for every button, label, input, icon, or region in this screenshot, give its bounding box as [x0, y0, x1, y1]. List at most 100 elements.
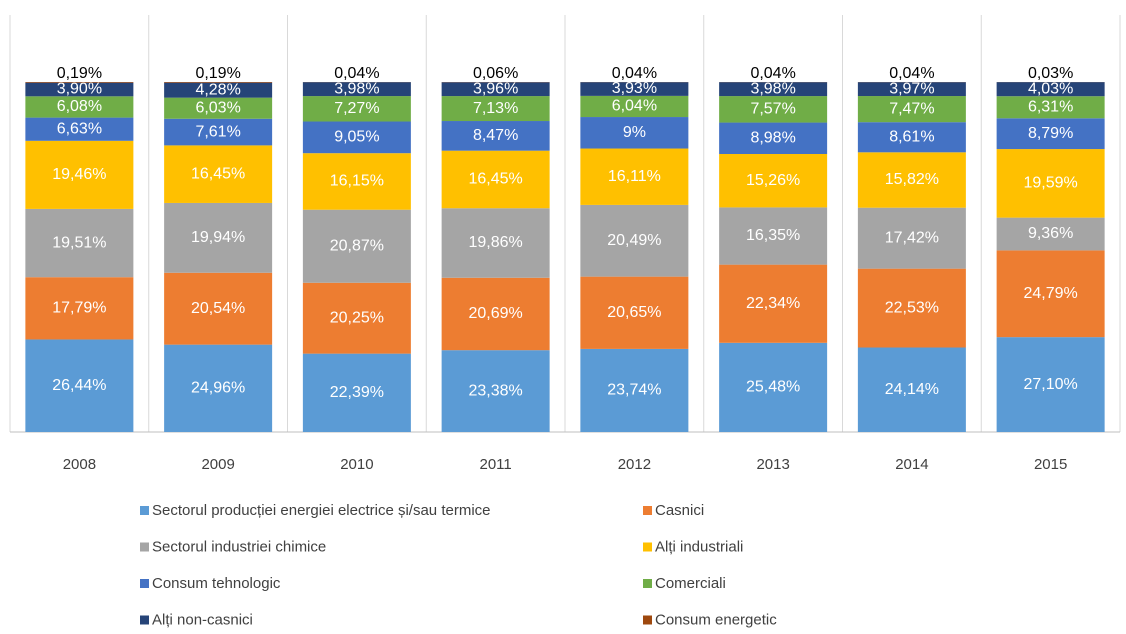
legend-label: Casnici [655, 502, 704, 519]
value-label: 8,79% [1028, 125, 1073, 142]
legend-marker [140, 615, 149, 625]
value-label: 19,94% [191, 229, 245, 246]
legend-label: Comerciali [655, 575, 726, 592]
value-label: 19,86% [468, 234, 522, 251]
value-label: 17,79% [52, 300, 106, 317]
value-label: 16,45% [191, 165, 245, 182]
bar-segment [580, 82, 689, 96]
bar-segment [857, 268, 966, 348]
legend-marker [643, 542, 652, 552]
bar-segment [441, 96, 550, 122]
value-label: 20,87% [330, 237, 384, 254]
value-label: 0,19% [57, 65, 102, 82]
bar-segment [25, 117, 134, 141]
bar-segment [164, 344, 273, 432]
value-label: 24,79% [1023, 285, 1077, 302]
value-label: 3,90% [57, 81, 102, 98]
x-tick-label: 2014 [895, 456, 928, 473]
value-label: 6,08% [57, 98, 102, 115]
value-label: 16,15% [330, 173, 384, 190]
bar-segment [857, 347, 966, 432]
bar-segment [164, 118, 273, 146]
value-label: 20,25% [330, 309, 384, 326]
bar-segment [580, 276, 689, 349]
bar-segment [857, 82, 966, 97]
value-label: 0,06% [473, 65, 518, 82]
value-label: 0,04% [334, 65, 379, 82]
value-label: 7,27% [334, 100, 379, 117]
bar-segment [580, 148, 689, 205]
legend-label: Sectorul producției energiei electrice ș… [152, 502, 491, 519]
legend-label: Consum tehnologic [152, 575, 281, 592]
value-label: 3,93% [612, 80, 657, 97]
bar-segment [25, 339, 134, 432]
bar-segment [302, 96, 411, 122]
bar-segment [719, 122, 828, 154]
bar-segment [719, 342, 828, 432]
x-tick-label: 2015 [1034, 456, 1067, 473]
bar-segment [441, 350, 550, 432]
legend-marker [643, 615, 652, 625]
bar-segment [25, 140, 134, 209]
value-label: 6,63% [57, 120, 102, 137]
legend-marker [643, 579, 652, 588]
legend-marker [643, 506, 652, 515]
legend-label: Alți industriali [655, 538, 743, 555]
bar-segment [302, 209, 411, 283]
bar-segment [719, 207, 828, 265]
value-label: 22,39% [330, 384, 384, 401]
bar-segment [441, 277, 550, 351]
value-label: 0,19% [195, 65, 240, 82]
x-tick-label: 2009 [201, 456, 234, 473]
value-label: 25,48% [746, 379, 800, 396]
value-label: 7,61% [195, 123, 240, 140]
legend-marker [140, 542, 149, 552]
bar-segment [164, 145, 273, 203]
value-label: 23,38% [468, 382, 522, 399]
bar-segment [719, 153, 828, 208]
x-tick-label: 2011 [479, 456, 511, 473]
value-label: 19,51% [52, 234, 106, 251]
bar-segment [580, 95, 689, 118]
bar-segment [164, 82, 273, 98]
bar-segment [302, 153, 411, 210]
x-tick-label: 2010 [340, 456, 373, 473]
value-label: 6,31% [1028, 98, 1073, 115]
x-tick-label: 2008 [63, 456, 96, 473]
legend-marker [140, 579, 149, 588]
value-label: 22,34% [746, 295, 800, 312]
value-label: 3,97% [889, 80, 934, 97]
bar-segment [996, 118, 1105, 150]
value-label: 0,03% [1028, 65, 1073, 82]
value-label: 20,65% [607, 304, 661, 321]
bar-segment [441, 82, 550, 97]
value-label: 8,61% [889, 128, 934, 145]
bar-segment [302, 353, 411, 432]
value-label: 6,04% [612, 98, 657, 115]
value-label: 20,69% [468, 305, 522, 322]
bar-segment [302, 282, 411, 354]
value-label: 19,46% [52, 166, 106, 183]
legend-label: Alți non-casnici [152, 611, 253, 628]
value-label: 9,36% [1028, 225, 1073, 242]
value-label: 7,57% [750, 101, 795, 118]
bar-segment [25, 208, 134, 278]
bar-segment [25, 82, 134, 83]
value-label: 16,11% [608, 168, 661, 185]
bar-segment [996, 337, 1105, 432]
bar-segment [164, 82, 273, 83]
value-label: 24,96% [191, 380, 245, 397]
bar-segment [580, 117, 689, 149]
value-label: 19,59% [1023, 175, 1077, 192]
value-label: 4,03% [1028, 80, 1073, 97]
value-label: 7,47% [889, 100, 934, 117]
bar-segment [441, 150, 550, 209]
bar-segment [580, 204, 689, 277]
value-label: 3,98% [334, 80, 379, 97]
bar-segment [996, 217, 1105, 251]
bar-segment [580, 348, 689, 432]
bar-segment [302, 82, 411, 97]
bar-segment [25, 82, 134, 97]
value-label: 3,98% [750, 80, 795, 97]
